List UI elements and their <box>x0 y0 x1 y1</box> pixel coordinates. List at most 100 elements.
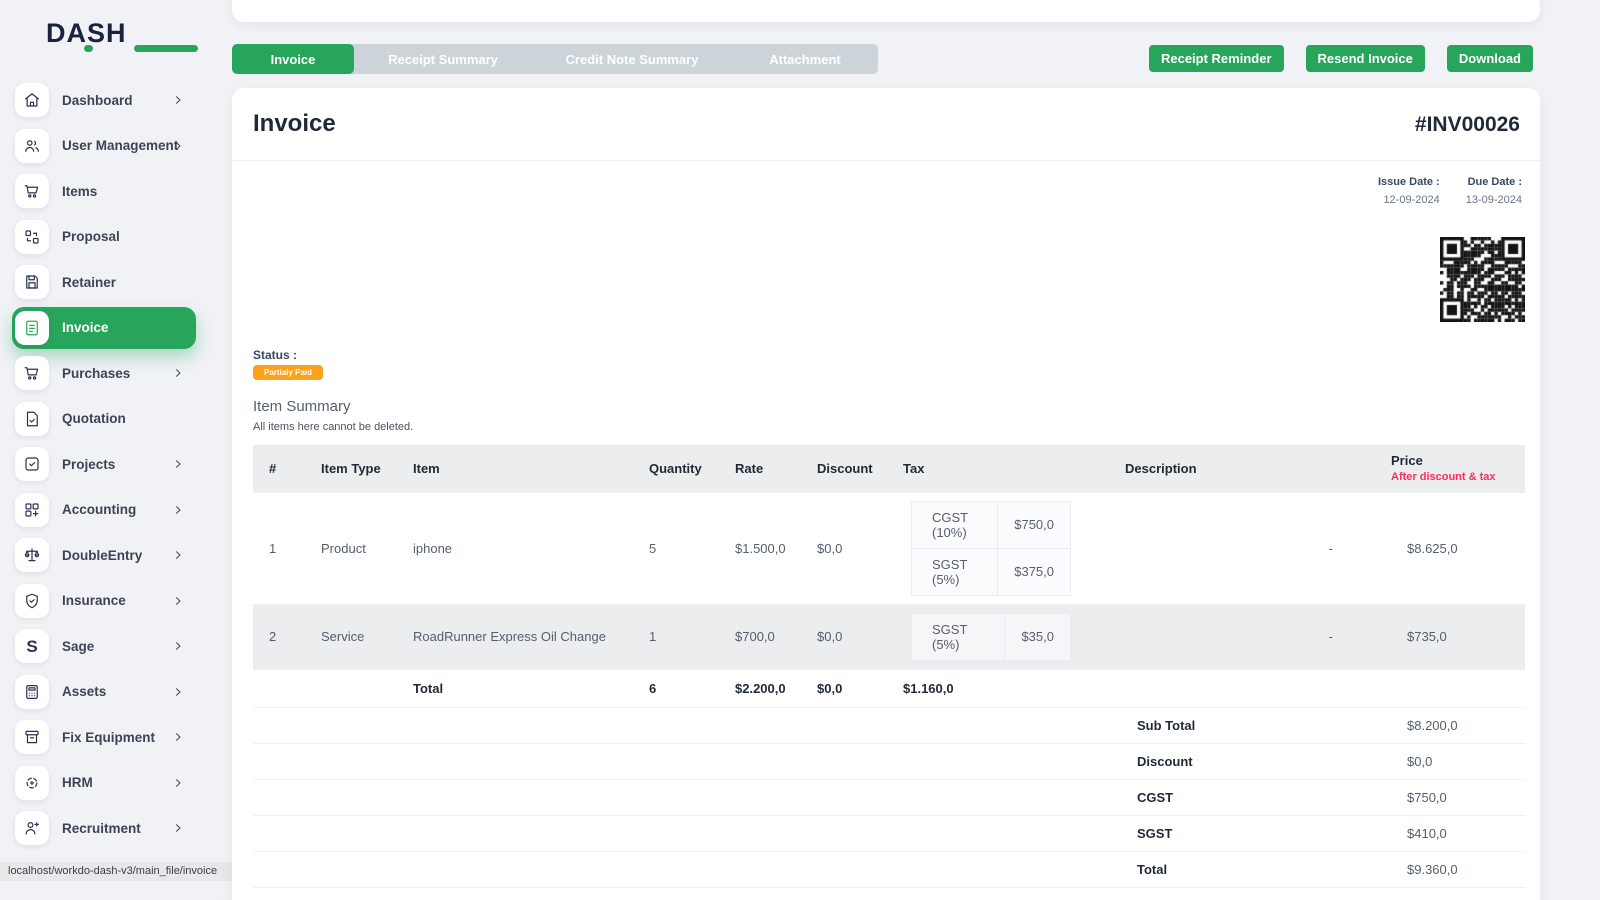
tax-value: $750,0 <box>997 500 1071 549</box>
sidebar-item-proposal[interactable]: Proposal <box>12 216 196 258</box>
tax-name: CGST (10%) <box>910 500 999 549</box>
sidebar-item-label: Accounting <box>62 502 137 517</box>
divider <box>232 160 1540 161</box>
logo-dash-shape <box>134 45 198 52</box>
chevron-right-icon <box>172 595 184 607</box>
chevron-right-icon <box>172 504 184 516</box>
cell-item-type: Product <box>321 540 366 556</box>
items-table: # Item Type Item Quantity Rate Discount … <box>253 445 1525 888</box>
chevron-right-icon <box>172 549 184 561</box>
summary-label: Discount <box>1137 753 1193 769</box>
tab-receipt-summary[interactable]: Receipt Summary <box>388 51 498 67</box>
sidebar-item-label: Insurance <box>62 593 126 608</box>
total-label: Total <box>413 680 444 696</box>
price-header-label: Price <box>1391 453 1423 469</box>
cell-quantity: 5 <box>649 540 657 556</box>
chevron-right-icon <box>172 686 184 698</box>
summary-value: $0,0 <box>1407 753 1433 769</box>
sidebar-item-dashboard[interactable]: Dashboard <box>12 79 196 121</box>
tab-invoice[interactable]: Invoice <box>232 44 354 74</box>
sidebar-item-sage[interactable]: S Sage <box>12 625 196 667</box>
sidebar-item-label: Dashboard <box>62 92 133 108</box>
chevron-right-icon <box>172 458 184 470</box>
col-item-type: Item Type <box>305 445 397 492</box>
cell-num: 1 <box>269 540 277 556</box>
sidebar-item-label: HRM <box>62 775 93 790</box>
users-icon <box>15 128 49 163</box>
sidebar: DASH Dashboard User Management <box>0 0 212 900</box>
tax-value: $375,0 <box>997 547 1071 596</box>
sidebar-menu: Dashboard User Management Items <box>0 79 212 849</box>
cell-item: iphone <box>413 540 453 556</box>
item-summary-note: All items here cannot be deleted. <box>253 421 414 433</box>
summary-value: $9.360,0 <box>1407 861 1458 877</box>
cart-icon <box>15 174 49 208</box>
cell-tax: CGST (10%) $750,0 SGST (5%) $375,0 <box>887 492 1109 604</box>
sidebar-item-recruitment[interactable]: Recruitment <box>12 807 196 849</box>
summary-label: Total <box>1137 861 1168 877</box>
sidebar-item-items[interactable]: Items <box>12 170 196 212</box>
tax-name: SGST (5%) <box>910 547 999 596</box>
sidebar-item-retainer[interactable]: Retainer <box>12 261 196 303</box>
sidebar-item-label: Items <box>62 183 98 199</box>
chevron-right-icon <box>172 822 184 834</box>
sage-s-icon: S <box>15 629 49 663</box>
cell-description: - <box>1109 604 1375 669</box>
sidebar-item-invoice[interactable]: Invoice <box>12 306 196 349</box>
page-title: Invoice <box>253 110 336 137</box>
total-tax: $1.160,0 <box>903 680 954 696</box>
cell-description: - <box>1328 540 1333 556</box>
sidebar-item-purchases[interactable]: Purchases <box>12 352 196 394</box>
sidebar-item-label: Sage <box>62 638 95 654</box>
sidebar-item-insurance[interactable]: Insurance <box>12 580 196 622</box>
receipt-reminder-button[interactable]: Receipt Reminder <box>1148 45 1284 72</box>
sidebar-item-label: Purchases <box>62 365 131 381</box>
sidebar-item-accounting[interactable]: Accounting <box>12 489 196 531</box>
sidebar-item-label: Fix Equipment <box>62 729 156 745</box>
table-row: 2 Service RoadRunner Express Oil Change … <box>253 604 1525 669</box>
chevron-right-icon <box>172 731 184 743</box>
sidebar-item-fix-equipment[interactable]: Fix Equipment <box>12 716 196 758</box>
sidebar-item-hrm[interactable]: HRM <box>12 762 196 804</box>
sidebar-item-assets[interactable]: Assets <box>12 671 196 713</box>
logo-dot-shape <box>84 45 93 52</box>
cell-price: $8.625,0 <box>1407 540 1458 556</box>
sidebar-item-quotation[interactable]: Quotation <box>12 398 196 440</box>
chevron-right-icon <box>172 140 184 152</box>
swap-boxes-icon <box>15 219 49 254</box>
app-logo[interactable]: DASH <box>46 14 198 52</box>
issue-date-value: 12-09-2024 <box>1383 194 1440 206</box>
resend-invoice-button[interactable]: Resend Invoice <box>1305 45 1425 72</box>
cell-tax: SGST (5%) $35,0 <box>887 604 1109 669</box>
chevron-right-icon <box>172 367 184 379</box>
logo-text: DASH <box>46 17 127 48</box>
tab-attachment[interactable]: Attachment <box>769 51 841 67</box>
home-icon <box>15 83 49 117</box>
summary-row: Total $9.360,0 <box>253 851 1525 887</box>
sidebar-item-label: Projects <box>62 456 116 472</box>
total-rate: $2.200,0 <box>735 680 786 696</box>
invoice-document-icon <box>15 310 49 345</box>
sidebar-item-label: Quotation <box>62 411 126 426</box>
sidebar-item-doubleentry[interactable]: DoubleEntry <box>12 534 196 576</box>
sidebar-item-user-management[interactable]: User Management <box>12 125 196 167</box>
summary-label: Sub Total <box>1137 717 1196 733</box>
cell-quantity: 1 <box>633 604 719 669</box>
due-date-block: Due Date : 13-09-2024 <box>1466 176 1522 206</box>
download-button[interactable]: Download <box>1446 45 1533 72</box>
col-tax: Tax <box>887 445 1109 492</box>
due-date-value: 13-09-2024 <box>1465 194 1522 206</box>
summary-value: $8.200,0 <box>1407 717 1458 733</box>
sidebar-item-projects[interactable]: Projects <box>12 443 196 485</box>
header-actions: Receipt Reminder Resend Invoice Download <box>1148 45 1533 72</box>
chevron-right-icon <box>172 777 184 789</box>
price-header-note: After discount & tax <box>1391 471 1496 484</box>
cell-rate: $1.500,0 <box>735 540 786 556</box>
calculator-icon <box>15 674 49 709</box>
cell-price: $735,0 <box>1375 604 1525 669</box>
summary-value: $410,0 <box>1407 825 1447 841</box>
tab-credit-note-summary[interactable]: Credit Note Summary <box>565 51 699 67</box>
cart-icon <box>15 356 49 390</box>
total-quantity: 6 <box>649 680 657 696</box>
col-num: # <box>253 445 305 492</box>
